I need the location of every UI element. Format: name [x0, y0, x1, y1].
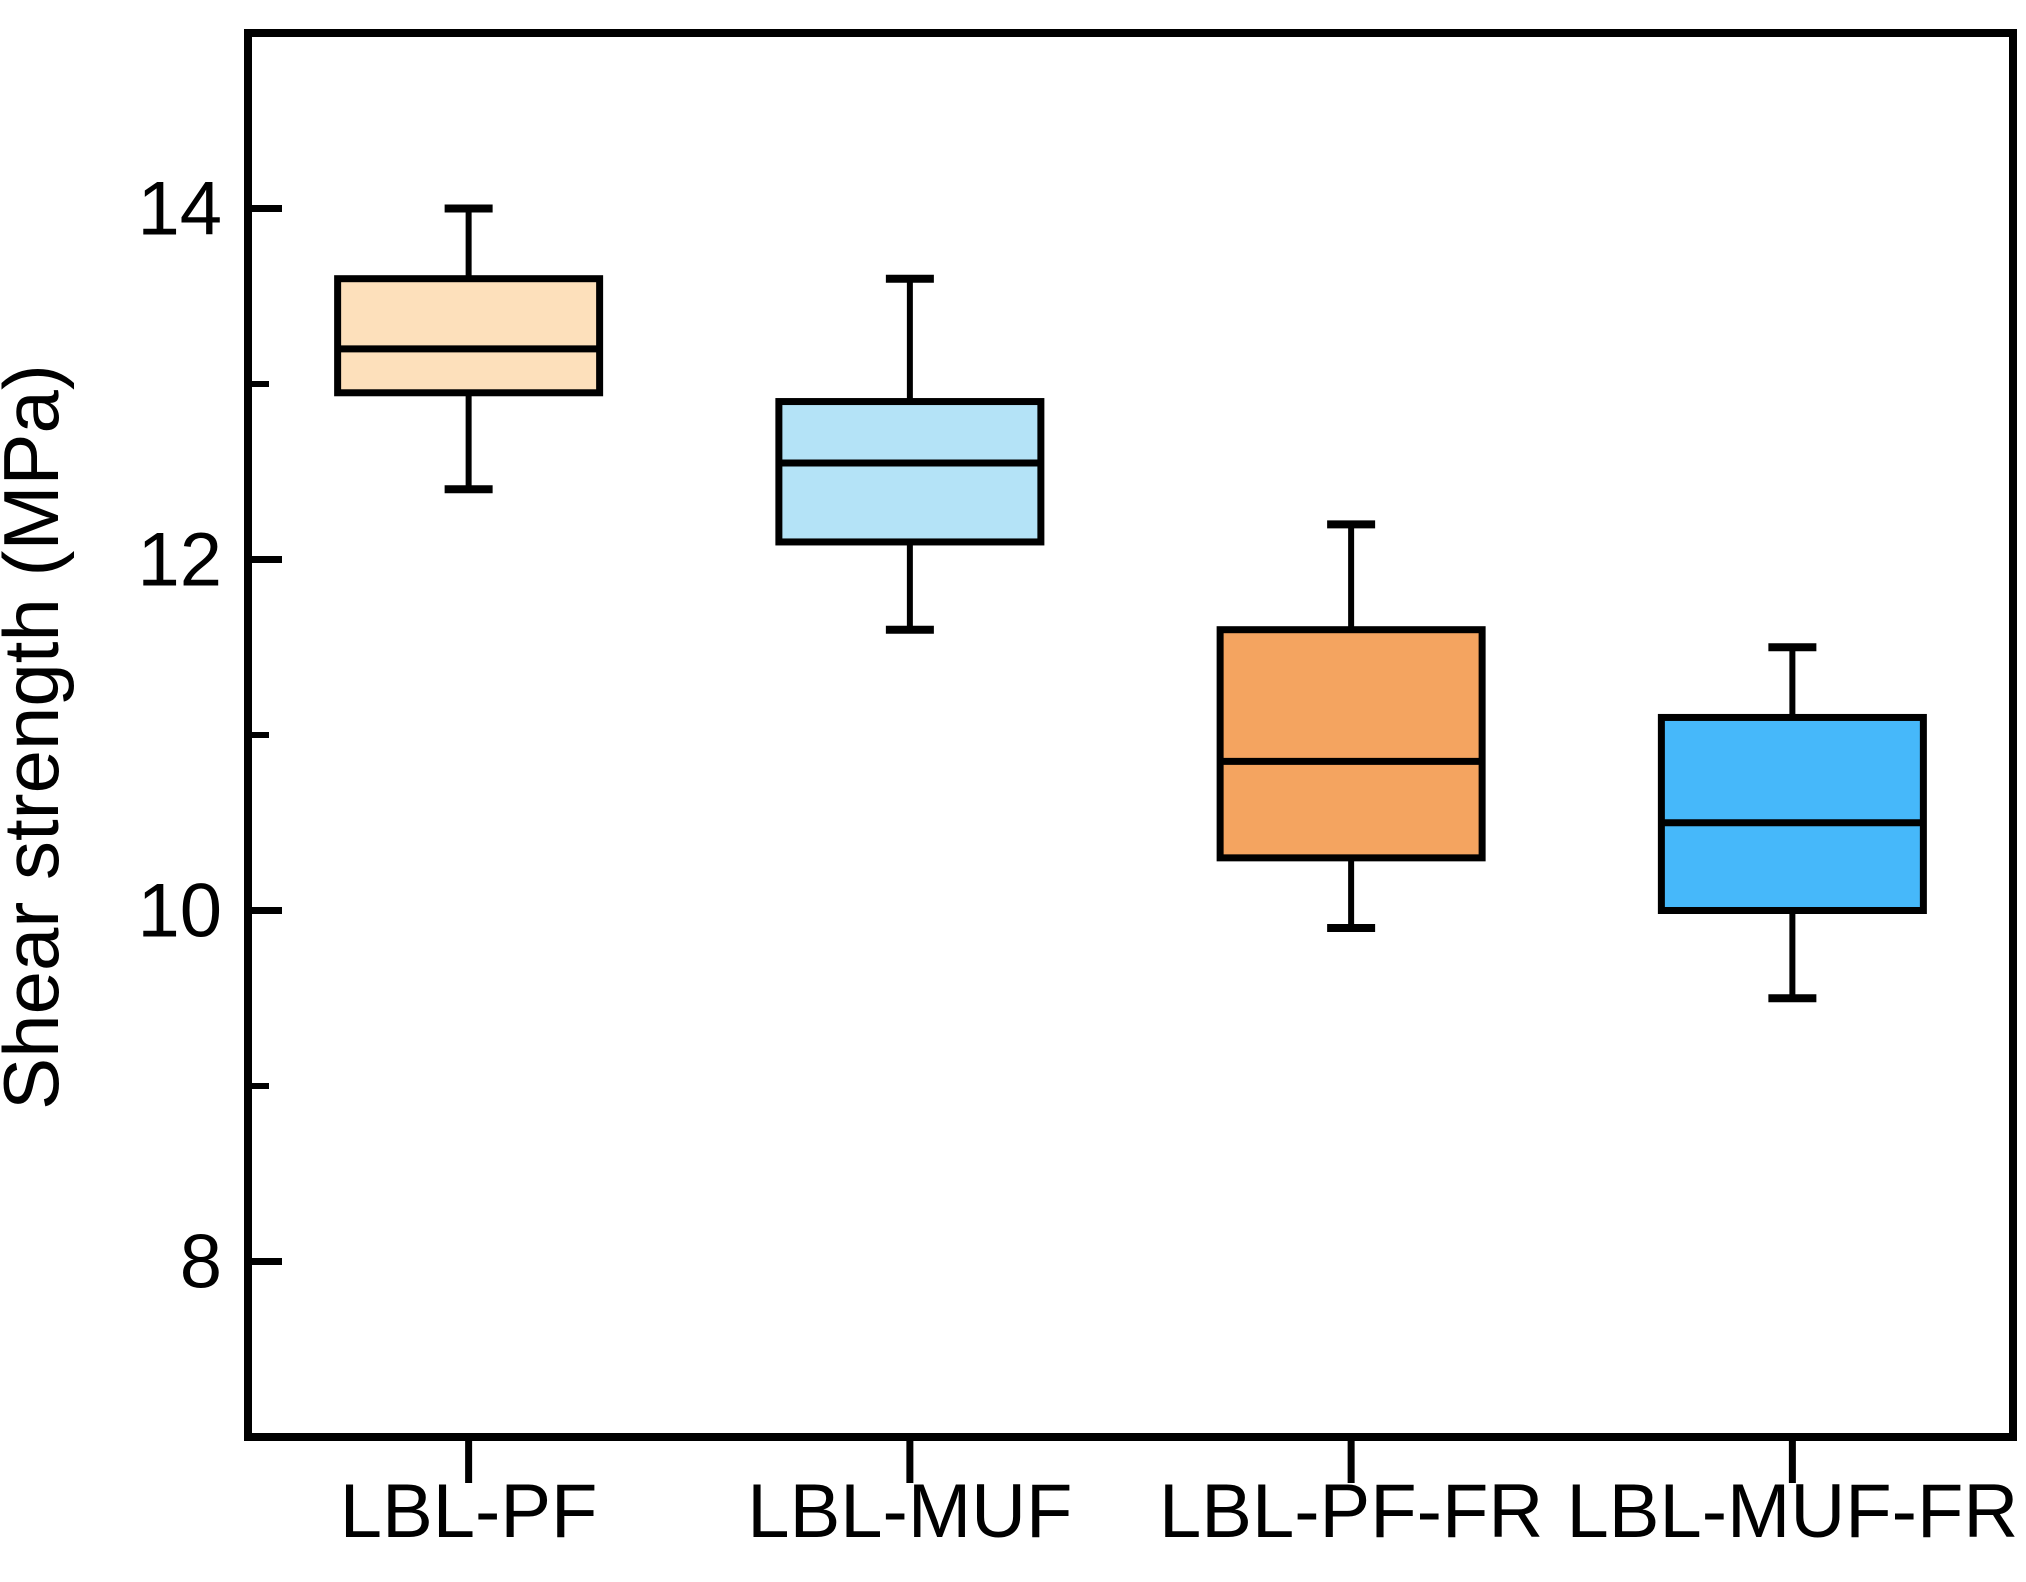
y-tick-label: 10 — [137, 869, 222, 954]
category-label-LBL-MUF: LBL-MUF — [747, 1469, 1072, 1554]
box-LBL-PF-FR — [1216, 626, 1486, 862]
box-LBL-PF — [334, 275, 604, 397]
box-LBL-MUF-FR — [1657, 713, 1927, 915]
category-label-LBL-MUF-FR: LBL-MUF-FR — [1566, 1469, 2018, 1554]
y-tick-label: 8 — [180, 1220, 222, 1305]
category-label-LBL-PF: LBL-PF — [340, 1469, 598, 1554]
plot-frame — [244, 29, 2017, 1441]
y-tick-label: 14 — [137, 167, 222, 252]
box-LBL-MUF — [775, 398, 1045, 546]
category-label-LBL-PF-FR: LBL-PF-FR — [1159, 1469, 1543, 1554]
y-tick-label: 12 — [137, 518, 222, 603]
y-axis-title: Shear strength (MPa) — [0, 364, 75, 1110]
